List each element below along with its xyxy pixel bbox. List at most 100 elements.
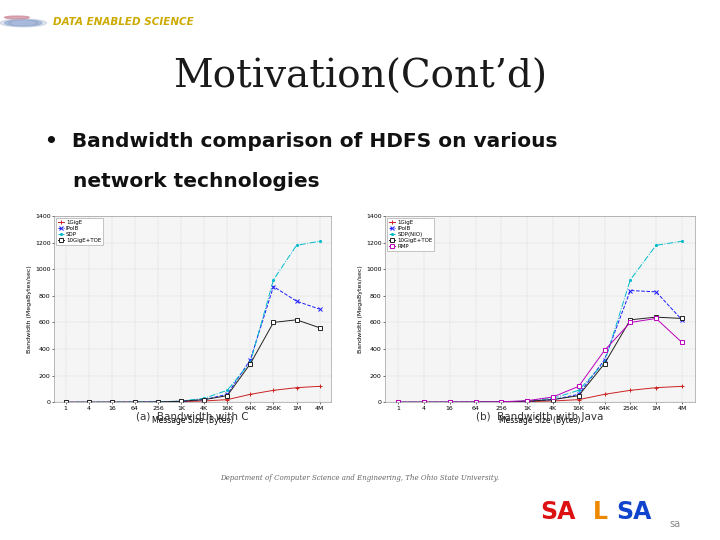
1GigE [292,384,301,391]
RMP [678,339,686,346]
1GigE [394,399,402,406]
10GigE+TOE [394,399,402,406]
SDP(NIO) [471,399,480,406]
10GigE+TOE [652,314,660,320]
SDP(NIO) [549,395,557,402]
RMP [497,399,505,405]
SDP(NIO) [497,399,505,405]
1GigE [678,383,686,389]
IPoIB [394,399,402,406]
IPoIB [153,399,162,406]
IPoIB [471,399,480,406]
IPoIB [269,284,278,290]
Text: (a)  Bandwidth with C: (a) Bandwidth with C [136,412,249,422]
SDP [153,399,162,405]
Line: RMP: RMP [396,316,684,404]
SDP(NIO) [394,399,402,406]
IPoIB [575,391,583,397]
RMP [626,319,634,326]
IPoIB [549,396,557,403]
10GigE+TOE [269,319,278,326]
Circle shape [0,19,47,27]
1GigE [626,387,634,394]
IPoIB [626,287,634,294]
10GigE+TOE [523,398,531,404]
1GigE [471,399,480,406]
IPoIB [497,399,505,406]
SDP [84,399,93,406]
IPoIB [176,398,185,404]
Text: •  Bandwidth comparison of HDFS on various: • Bandwidth comparison of HDFS on variou… [45,132,557,151]
SDP [315,238,324,245]
Text: network technologies: network technologies [45,172,320,191]
Line: IPoIB: IPoIB [396,288,684,404]
10GigE+TOE [575,393,583,399]
RMP [600,347,609,354]
IPoIB [446,399,454,406]
Line: 10GigE+TOE: 10GigE+TOE [63,318,322,404]
10GigE+TOE [292,316,301,323]
SDP(NIO) [678,238,686,245]
IPoIB [130,399,139,406]
Text: L: L [593,500,608,523]
10GigE+TOE [223,393,232,399]
10GigE+TOE [130,399,139,406]
Ellipse shape [4,16,30,19]
SDP [200,395,209,402]
Text: Department of Computer Science and Engineering, The Ohio State University.: Department of Computer Science and Engin… [220,474,500,482]
Text: Motivation(Cont’d): Motivation(Cont’d) [173,58,547,96]
RMP [549,394,557,400]
1GigE [446,399,454,406]
1GigE [575,396,583,403]
10GigE+TOE [107,399,116,406]
IPoIB [223,391,232,397]
IPoIB [61,399,70,406]
1GigE [84,399,93,406]
Circle shape [8,21,38,25]
RMP [446,399,454,406]
Text: (b)  Bandwidth with Java: (b) Bandwidth with Java [477,412,603,422]
SDP [107,399,116,406]
Y-axis label: Bandwidth (MegaBytes/sec): Bandwidth (MegaBytes/sec) [359,265,364,353]
10GigE+TOE [549,396,557,403]
SDP(NIO) [652,242,660,248]
10GigE+TOE [678,315,686,322]
10GigE+TOE [61,399,70,406]
10GigE+TOE [246,361,255,367]
X-axis label: Message Size (Bytes): Message Size (Bytes) [152,416,233,426]
IPoIB [678,316,686,323]
SDP [130,399,139,406]
Circle shape [12,21,35,25]
IPoIB [600,356,609,363]
1GigE [223,396,232,403]
Text: SA: SA [540,500,575,523]
RMP [575,383,583,389]
10GigE+TOE [153,399,162,406]
IPoIB [200,396,209,403]
10GigE+TOE [471,399,480,406]
Text: SA: SA [616,500,652,523]
1GigE [497,399,505,406]
SDP [269,276,278,283]
IPoIB [652,288,660,295]
1GigE [176,399,185,405]
10GigE+TOE [446,399,454,406]
IPoIB [246,356,255,363]
IPoIB [107,399,116,406]
SDP [223,387,232,394]
RMP [394,399,402,406]
SDP(NIO) [626,276,634,283]
Line: SDP: SDP [63,239,322,404]
1GigE [130,399,139,406]
Line: 1GigE: 1GigE [396,384,684,404]
1GigE [420,399,428,406]
SDP [246,359,255,366]
IPoIB [84,399,93,406]
10GigE+TOE [497,399,505,406]
Text: DATA ENABLED SCIENCE: DATA ENABLED SCIENCE [53,17,194,27]
IPoIB [523,398,531,404]
Line: SDP(NIO): SDP(NIO) [396,239,684,404]
X-axis label: Message Size (Bytes): Message Size (Bytes) [499,416,581,426]
SDP(NIO) [600,359,609,366]
10GigE+TOE [600,361,609,367]
